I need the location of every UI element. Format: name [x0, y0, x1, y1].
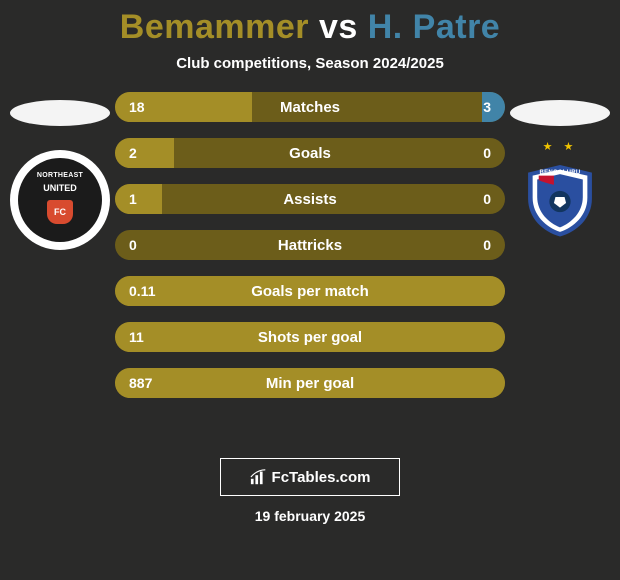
- team1-logo-inner: NORTHEAST UNITED FC: [18, 158, 102, 242]
- bars-icon: [250, 468, 268, 486]
- stat-row: 0Hattricks0: [115, 230, 505, 260]
- right-placeholder-ellipse: [510, 100, 610, 126]
- left-value: 0.11: [115, 283, 175, 299]
- stat-label: Hattricks: [175, 237, 445, 254]
- left-value: 11: [115, 329, 175, 345]
- player1-name: Bemammer: [120, 8, 309, 46]
- vs-label: vs: [319, 8, 358, 46]
- left-placeholder-ellipse: [10, 100, 110, 126]
- left-value: 1: [115, 191, 175, 207]
- subtitle: Club competitions, Season 2024/2025: [0, 55, 620, 72]
- stat-row: 1Assists0: [115, 184, 505, 214]
- right-value: 0: [445, 237, 505, 253]
- stat-label: Shots per goal: [175, 329, 445, 346]
- left-value: 887: [115, 375, 175, 391]
- right-value: 0: [445, 145, 505, 161]
- stat-label: Goals: [175, 145, 445, 162]
- stat-label: Goals per match: [175, 283, 445, 300]
- stat-rows: 18Matches32Goals01Assists00Hattricks00.1…: [115, 92, 505, 414]
- right-value: 0: [445, 191, 505, 207]
- stat-label: Matches: [175, 99, 445, 116]
- stat-row: 2Goals0: [115, 138, 505, 168]
- page-title: Bemammer vs H. Patre: [0, 0, 620, 47]
- watermark: FcTables.com: [220, 458, 400, 496]
- team2-logo-label: BENGALURU: [510, 170, 610, 176]
- team1-logo-text-mid: UNITED: [18, 184, 102, 193]
- stat-row: 887Min per goal: [115, 368, 505, 398]
- team2-logo: ★ ★ BENGALURU: [510, 150, 610, 250]
- team1-logo: NORTHEAST UNITED FC: [10, 150, 110, 250]
- stat-row: 11Shots per goal: [115, 322, 505, 352]
- stat-row: 0.11Goals per match: [115, 276, 505, 306]
- watermark-text: FcTables.com: [272, 469, 371, 486]
- left-value: 0: [115, 237, 175, 253]
- stat-label: Min per goal: [175, 375, 445, 392]
- left-value: 18: [115, 99, 175, 115]
- left-value: 2: [115, 145, 175, 161]
- right-value: 3: [445, 99, 505, 115]
- team1-logo-text-top: NORTHEAST: [18, 172, 102, 179]
- team2-stars: ★ ★: [510, 140, 610, 153]
- footer-date: 19 february 2025: [0, 508, 620, 524]
- player2-name: H. Patre: [368, 8, 501, 46]
- stat-label: Assists: [175, 191, 445, 208]
- team1-logo-tag: FC: [47, 200, 73, 224]
- stat-row: 18Matches3: [115, 92, 505, 122]
